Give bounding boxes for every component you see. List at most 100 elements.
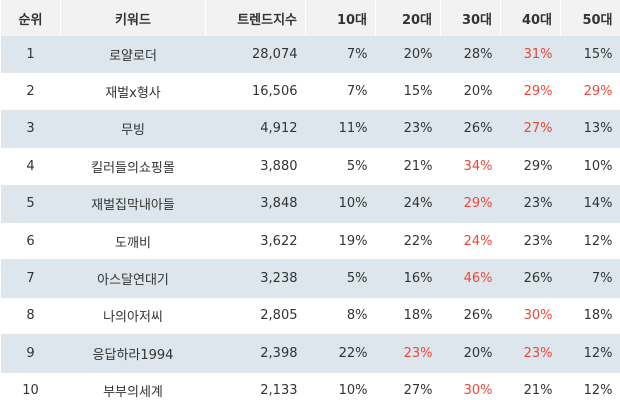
table-cell: 1: [0, 36, 61, 74]
table-cell: 23%: [375, 334, 441, 373]
table-cell: 23%: [500, 185, 561, 223]
header-cell: 50대: [560, 0, 620, 36]
table-cell: 2,133: [205, 372, 306, 400]
table-cell: 아스달연대기: [60, 259, 206, 298]
table-cell: 13%: [560, 110, 620, 149]
table-cell: 28,074: [205, 36, 306, 74]
table-cell: 10: [0, 372, 61, 400]
table-cell: 재벌x형사: [60, 72, 206, 111]
table-cell: 31%: [500, 36, 561, 74]
table-cell: 6: [0, 222, 61, 261]
table-cell: 7: [0, 259, 61, 298]
table-cell: 무빙: [60, 110, 206, 149]
table-row: 6 도깨비 3,622 19% 22% 24% 23% 12%: [0, 222, 620, 261]
table-cell: 응답하라1994: [60, 334, 206, 373]
table-cell: 7%: [560, 259, 620, 298]
table-cell: 3,848: [205, 185, 306, 223]
table-cell: 3,880: [205, 147, 306, 186]
table-cell: 22%: [305, 334, 376, 373]
table-body: 1 로얄로더 28,074 7% 20% 28% 31% 15% 2 재벌x형사 16,506 7% 1…: [0, 36, 620, 400]
table-row: 10 부부의세계 2,133 10% 27% 30% 21% 12%: [0, 372, 620, 400]
table-cell: 로얄로더: [60, 36, 206, 74]
header-cell: 순위: [0, 0, 61, 36]
table-cell: 26%: [440, 110, 501, 149]
table-cell: 20%: [375, 36, 441, 74]
table-cell: 4: [0, 147, 61, 186]
table-row: 5 재벌집막내아들 3,848 10% 24% 29% 23% 14%: [0, 185, 620, 223]
table-cell: 14%: [560, 185, 620, 223]
header-cell: 40대: [500, 0, 561, 36]
table-cell: 9: [0, 334, 61, 373]
table-cell: 29%: [440, 185, 501, 223]
table-cell: 15%: [560, 36, 620, 74]
table-cell: 16,506: [205, 72, 306, 111]
table-cell: 7%: [305, 72, 376, 111]
table-cell: 2,398: [205, 334, 306, 373]
table-cell: 26%: [440, 297, 501, 336]
table-cell: 29%: [560, 72, 620, 111]
table-row: 8 나의아저씨 2,805 8% 18% 26% 30% 18%: [0, 297, 620, 336]
table-cell: 2: [0, 72, 61, 111]
table-cell: 5: [0, 185, 61, 223]
table-cell: 18%: [375, 297, 441, 336]
table-cell: 26%: [500, 259, 561, 298]
header-cell: 트렌드지수: [205, 0, 306, 36]
table-cell: 24%: [375, 185, 441, 223]
table-cell: 24%: [440, 222, 501, 261]
table-cell: 10%: [560, 147, 620, 186]
table-row: 1 로얄로더 28,074 7% 20% 28% 31% 15%: [0, 36, 620, 74]
table-cell: 12%: [560, 222, 620, 261]
table-cell: 29%: [500, 147, 561, 186]
table-cell: 7%: [305, 36, 376, 74]
table-cell: 19%: [305, 222, 376, 261]
table-cell: 20%: [440, 72, 501, 111]
table-cell: 27%: [375, 372, 441, 400]
table-cell: 21%: [500, 372, 561, 400]
table-cell: 23%: [375, 110, 441, 149]
table-cell: 28%: [440, 36, 501, 74]
header-cell: 20대: [375, 0, 441, 36]
table-cell: 23%: [500, 334, 561, 373]
table-cell: 킬러들의쇼핑몰: [60, 147, 206, 186]
header-cell: 10대: [305, 0, 376, 36]
table-cell: 5%: [305, 259, 376, 298]
table-cell: 11%: [305, 110, 376, 149]
table-cell: 12%: [560, 334, 620, 373]
table-cell: 23%: [500, 222, 561, 261]
table-row: 2 재벌x형사 16,506 7% 15% 20% 29% 29%: [0, 72, 620, 111]
table-cell: 5%: [305, 147, 376, 186]
table-cell: 18%: [560, 297, 620, 336]
table-cell: 15%: [375, 72, 441, 111]
table-cell: 30%: [440, 372, 501, 400]
table-cell: 22%: [375, 222, 441, 261]
table-row: 7 아스달연대기 3,238 5% 16% 46% 26% 7%: [0, 259, 620, 298]
header-cell: 키워드: [60, 0, 206, 36]
table-row: 9 응답하라1994 2,398 22% 23% 20% 23% 12%: [0, 334, 620, 373]
table-cell: 8%: [305, 297, 376, 336]
header-cell: 30대: [440, 0, 501, 36]
table-cell: 4,912: [205, 110, 306, 149]
table-cell: 12%: [560, 372, 620, 400]
table-cell: 부부의세계: [60, 372, 206, 400]
table-row: 4 킬러들의쇼핑몰 3,880 5% 21% 34% 29% 10%: [0, 147, 620, 186]
table-cell: 10%: [305, 185, 376, 223]
header-row: 순위 키워드 트렌드지수 10대 20대 30대 40대 50대: [0, 0, 620, 36]
table-cell: 20%: [440, 334, 501, 373]
table-cell: 3,622: [205, 222, 306, 261]
table-cell: 나의아저씨: [60, 297, 206, 336]
table-cell: 10%: [305, 372, 376, 400]
table-cell: 27%: [500, 110, 561, 149]
table-cell: 34%: [440, 147, 501, 186]
table-cell: 16%: [375, 259, 441, 298]
table-cell: 도깨비: [60, 222, 206, 261]
table-cell: 30%: [500, 297, 561, 336]
table-row: 3 무빙 4,912 11% 23% 26% 27% 13%: [0, 110, 620, 149]
table-cell: 8: [0, 297, 61, 336]
table-cell: 46%: [440, 259, 501, 298]
table-cell: 3,238: [205, 259, 306, 298]
table-cell: 2,805: [205, 297, 306, 336]
table-cell: 29%: [500, 72, 561, 111]
table-cell: 21%: [375, 147, 441, 186]
